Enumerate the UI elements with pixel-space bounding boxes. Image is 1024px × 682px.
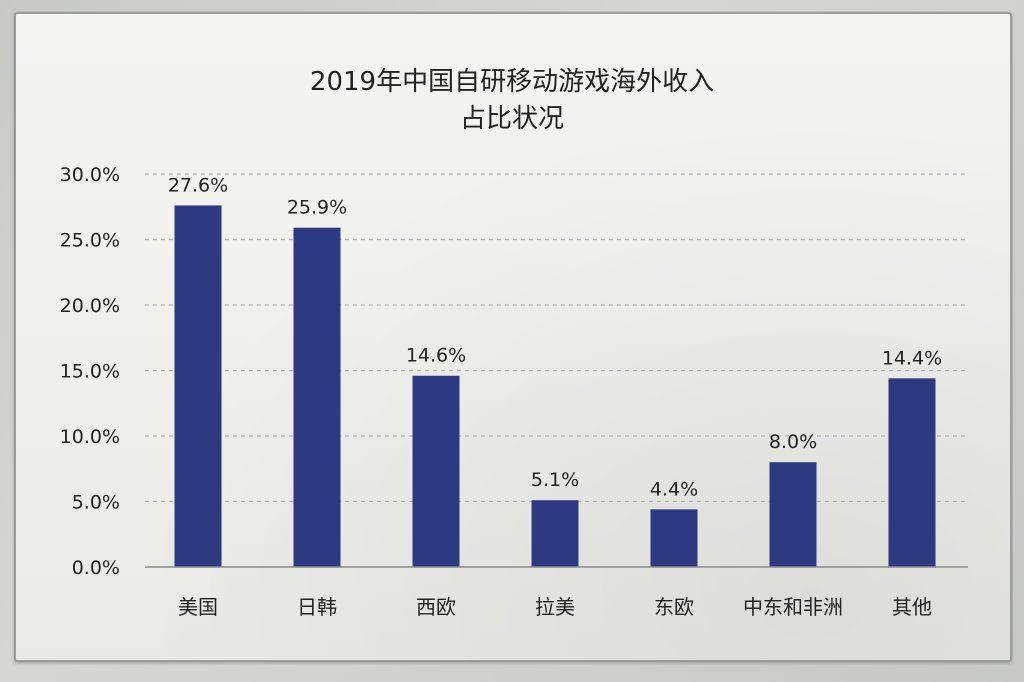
bar bbox=[888, 378, 936, 567]
x-category-label: 东欧 bbox=[654, 595, 694, 619]
x-category-label: 中东和非洲 bbox=[743, 595, 843, 619]
gridlines bbox=[145, 173, 968, 503]
x-category-label: 日韩 bbox=[297, 595, 337, 619]
y-tick-label: 20.0% bbox=[60, 295, 120, 317]
bar bbox=[174, 205, 222, 567]
bar-value-label: 8.0% bbox=[769, 431, 817, 453]
category-labels: 美国 日韩 西欧 拉美 东欧 中东和非洲 其他 bbox=[178, 595, 932, 619]
bar-value-label: 5.1% bbox=[531, 469, 579, 491]
bar-value-label: 14.4% bbox=[882, 347, 942, 369]
bar bbox=[769, 462, 817, 567]
x-category-label: 拉美 bbox=[535, 595, 575, 619]
bar-value-label: 27.6% bbox=[168, 174, 228, 196]
y-tick-label: 25.0% bbox=[60, 230, 120, 252]
chart-title: 2019年中国自研移动游戏海外收入 bbox=[310, 67, 714, 97]
y-tick-label: 0.0% bbox=[72, 557, 120, 579]
bar-value-label: 4.4% bbox=[650, 478, 698, 500]
chart-subtitle: 占比状况 bbox=[460, 104, 564, 134]
x-category-label: 其他 bbox=[892, 595, 932, 619]
y-tick-label: 5.0% bbox=[72, 492, 120, 514]
y-tick-label: 30.0% bbox=[60, 164, 120, 186]
printed-page bbox=[14, 12, 1012, 662]
y-tick-label: 10.0% bbox=[60, 426, 120, 448]
bar bbox=[650, 509, 698, 567]
bar bbox=[531, 500, 579, 567]
y-tick-label: 15.0% bbox=[60, 361, 120, 383]
bar bbox=[412, 375, 460, 567]
bar-value-label: 14.6% bbox=[406, 345, 466, 367]
x-category-label: 西欧 bbox=[416, 595, 456, 619]
bar bbox=[293, 227, 341, 567]
x-category-label: 美国 bbox=[178, 595, 218, 619]
bars bbox=[174, 205, 936, 567]
value-labels: 27.6% 25.9% 14.6% 5.1% 4.4% 8.0% 14.4% bbox=[168, 174, 942, 500]
y-axis-ticks: 0.0% 5.0% 10.0% 15.0% 20.0% 25.0% 30.0% bbox=[60, 164, 120, 579]
bar-value-label: 25.9% bbox=[287, 197, 347, 219]
